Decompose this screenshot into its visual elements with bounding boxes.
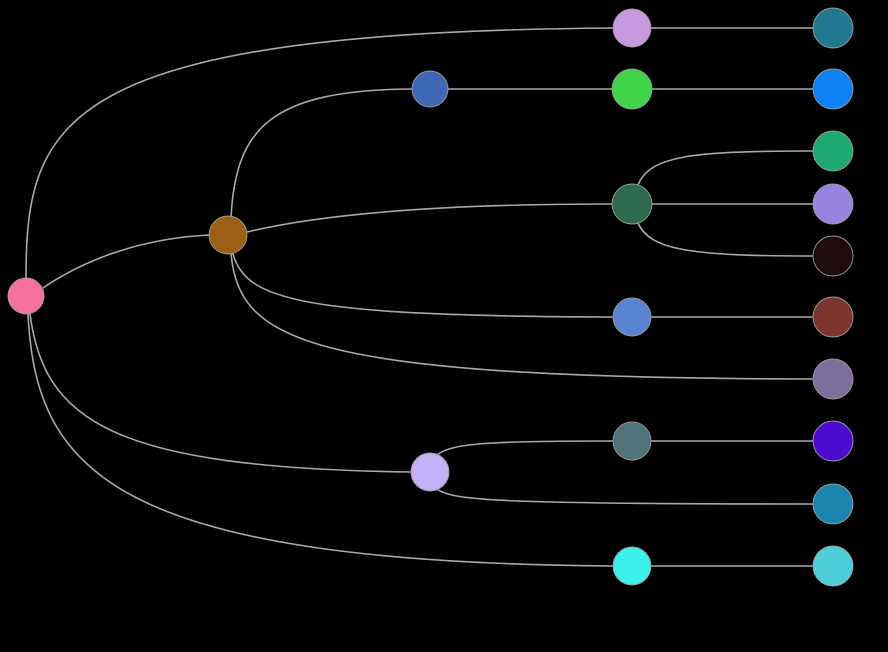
graph-edge [230,253,814,380]
node-slate-teal-circle[interactable] [612,421,652,461]
graph-edge [230,88,413,218]
leaf-teal-blue[interactable] [812,483,854,525]
branch-node-forest-green[interactable] [611,183,653,225]
leaf-grey-purple[interactable] [812,358,854,400]
leaf-medium-purple[interactable] [812,183,854,225]
graph-edge [436,488,814,505]
leaf-near-black-brown-circle[interactable] [812,235,854,277]
node-bright-green[interactable] [611,68,653,110]
graph-edge [27,313,614,567]
node-bright-green-circle[interactable] [611,68,653,110]
graph-edge [39,234,210,291]
node-steel-blue-circle[interactable] [411,70,449,108]
root-node[interactable] [7,277,45,315]
branch-node-lavender[interactable] [410,452,450,492]
node-slate-teal[interactable] [612,421,652,461]
leaf-dodger-blue-circle[interactable] [812,68,854,110]
leaf-turquoise-circle[interactable] [812,545,854,587]
leaf-dodger-blue[interactable] [812,68,854,110]
branch-node-brown[interactable] [208,215,248,255]
node-cyan[interactable] [612,546,652,586]
leaf-emerald-circle[interactable] [812,130,854,172]
leaf-turquoise[interactable] [812,545,854,587]
node-cornflower-blue-circle[interactable] [612,297,652,337]
branch-node-brown-circle[interactable] [208,215,248,255]
graph-edge [246,203,613,233]
leaf-teal[interactable] [812,7,854,49]
edges-layer [25,27,814,567]
graph-edge [637,222,814,257]
graph-edge [436,440,614,456]
node-lilac[interactable] [612,8,652,48]
leaf-emerald[interactable] [812,130,854,172]
leaf-grey-purple-circle[interactable] [812,358,854,400]
leaf-teal-circle[interactable] [812,7,854,49]
node-cornflower-blue[interactable] [612,297,652,337]
leaf-violet-circle[interactable] [812,420,854,462]
graph-edge [232,253,614,318]
branch-node-lavender-circle[interactable] [410,452,450,492]
graph-edge [25,27,615,279]
nodes-layer [7,7,854,587]
node-steel-blue[interactable] [411,70,449,108]
leaf-teal-blue-circle[interactable] [812,483,854,525]
node-lilac-circle[interactable] [612,8,652,48]
leaf-brick-red-circle[interactable] [812,296,854,338]
leaf-violet[interactable] [812,420,854,462]
leaf-near-black-brown[interactable] [812,235,854,277]
leaf-brick-red[interactable] [812,296,854,338]
root-node-circle[interactable] [7,277,45,315]
leaf-medium-purple-circle[interactable] [812,183,854,225]
branch-node-forest-green-circle[interactable] [611,183,653,225]
graph-edge [29,313,412,473]
graph-edge [637,150,814,186]
node-cyan-circle[interactable] [612,546,652,586]
